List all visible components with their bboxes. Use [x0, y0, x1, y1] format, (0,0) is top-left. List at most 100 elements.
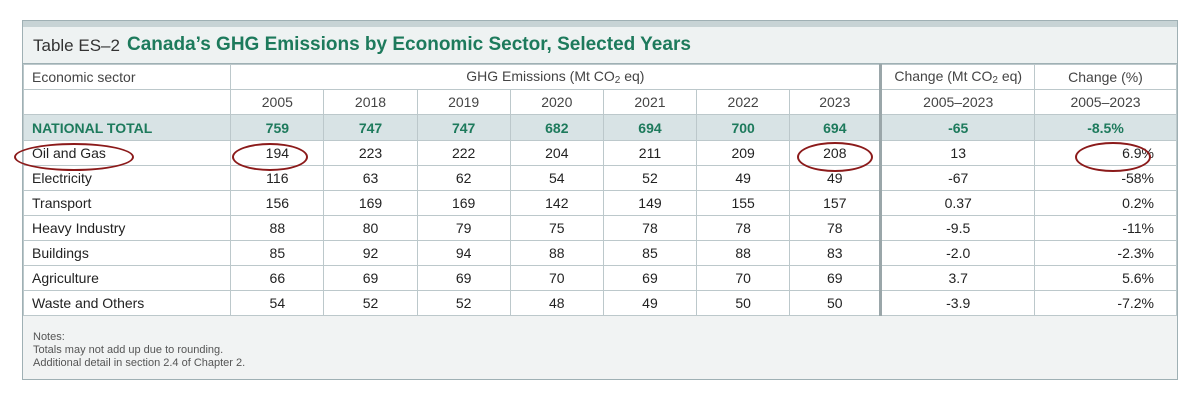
row-label: Agriculture [22, 265, 232, 291]
cell-value: 211 [602, 140, 698, 166]
cell-value: 694 [602, 114, 698, 141]
cell-value: 49 [602, 290, 698, 316]
cell-value: 48 [509, 290, 604, 316]
title-bar: Table ES–2 Canada’s GHG Emissions by Eco… [23, 27, 1177, 64]
table-row: Electricity 116 63 62 54 52 49 49 -67 -5… [22, 165, 1177, 191]
cell-value: 54 [509, 165, 604, 191]
row-label: Waste and Others [22, 290, 232, 316]
table-row: Buildings 85 92 94 88 85 88 83 -2.0 -2.3… [22, 240, 1177, 266]
cell-value: 222 [416, 140, 511, 166]
header-emissions: GHG Emissions (Mt CO2 eq) [230, 64, 882, 90]
highlight-ellipse-2005-value [232, 143, 308, 171]
cell-value: 92 [323, 240, 418, 266]
cell-value: 209 [696, 140, 791, 166]
table-row: Transport 156 169 169 142 149 155 157 0.… [22, 190, 1177, 216]
cell-value: 747 [416, 114, 511, 141]
cell-value: 142 [509, 190, 604, 216]
cell-value: 66 [230, 265, 325, 291]
cell-value: 78 [789, 215, 882, 241]
header-sector-blank [22, 89, 232, 115]
cell-value: 149 [602, 190, 698, 216]
cell-value: 759 [230, 114, 325, 141]
cell-value: 747 [323, 114, 418, 141]
table-row: Waste and Others 54 52 52 48 49 50 50 -3… [22, 290, 1177, 316]
cell-value: 156 [230, 190, 325, 216]
cell-change-mt: 13 [879, 140, 1035, 166]
cell-value: 85 [230, 240, 325, 266]
cell-value: 69 [789, 265, 882, 291]
row-label: NATIONAL TOTAL [22, 114, 232, 141]
header-year: 2005 [230, 89, 325, 115]
cell-value: 169 [416, 190, 511, 216]
cell-value: 52 [323, 290, 418, 316]
header-change-mt: Change (Mt CO2 eq) [879, 64, 1035, 90]
table-row: Heavy Industry 88 80 79 75 78 78 78 -9.5… [22, 215, 1177, 241]
header-change-mt-prefix: Change (Mt CO [894, 68, 993, 84]
header-change-pct: Change (%) [1034, 64, 1177, 90]
cell-value: 69 [602, 265, 698, 291]
table-row: Oil and Gas 194 223 222 204 211 209 208 … [22, 140, 1177, 166]
highlight-ellipse-oil-and-gas-label [14, 143, 134, 171]
cell-change-pct: -2.3% [1034, 240, 1177, 266]
cell-value: 52 [602, 165, 698, 191]
cell-value: 94 [416, 240, 511, 266]
header-year: 2021 [602, 89, 698, 115]
cell-value: 79 [416, 215, 511, 241]
cell-value: 50 [789, 290, 882, 316]
header-change-mt-sub: 2 [992, 75, 998, 86]
header-sector: Economic sector [22, 64, 232, 90]
table-frame: Table ES–2 Canada’s GHG Emissions by Eco… [22, 20, 1178, 380]
cell-value: 54 [230, 290, 325, 316]
top-accent-bar [23, 21, 1177, 27]
cell-value: 78 [696, 215, 791, 241]
cell-value: 69 [416, 265, 511, 291]
cell-change-pct: -8.5% [1034, 114, 1177, 141]
notes-line: Totals may not add up due to rounding. [33, 344, 224, 356]
cell-value: 88 [230, 215, 325, 241]
header-emissions-sub: 2 [614, 75, 621, 86]
cell-value: 88 [696, 240, 791, 266]
cell-change-mt: -67 [879, 165, 1035, 191]
emissions-table: Economic sector GHG Emissions (Mt CO2 eq… [22, 64, 1177, 316]
cell-value: 169 [323, 190, 418, 216]
cell-change-mt: -3.9 [879, 290, 1035, 316]
cell-value: 700 [696, 114, 791, 141]
cell-value: 70 [509, 265, 604, 291]
header-row-2: 2005 2018 2019 2020 2021 2022 2023 2005–… [22, 89, 1177, 115]
header-year: 2023 [789, 89, 882, 115]
header-change-period: 2005–2023 [1034, 89, 1177, 115]
cell-change-mt: -9.5 [879, 215, 1035, 241]
cell-value: 85 [602, 240, 698, 266]
cell-value: 223 [323, 140, 418, 166]
cell-change-pct: -11% [1034, 215, 1177, 241]
highlight-ellipse-change-pct [1075, 142, 1151, 172]
table-row: Agriculture 66 69 69 70 69 70 69 3.7 5.6… [22, 265, 1177, 291]
header-year: 2022 [696, 89, 791, 115]
cell-value: 62 [416, 165, 511, 191]
header-emissions-suffix: eq) [620, 68, 645, 84]
table-label: Table ES–2 [33, 36, 120, 55]
cell-value: 204 [509, 140, 604, 166]
cell-value: 83 [789, 240, 882, 266]
header-year: 2019 [416, 89, 511, 115]
header-change-period: 2005–2023 [879, 89, 1035, 115]
cell-value: 63 [323, 165, 418, 191]
header-year: 2018 [323, 89, 418, 115]
cell-value: 80 [323, 215, 418, 241]
header-emissions-prefix: GHG Emissions (Mt CO [466, 68, 615, 84]
cell-change-mt: -65 [879, 114, 1035, 141]
cell-change-pct: 0.2% [1034, 190, 1177, 216]
cell-value: 155 [696, 190, 791, 216]
row-label: Heavy Industry [22, 215, 232, 241]
row-label: Transport [22, 190, 232, 216]
cell-value: 70 [696, 265, 791, 291]
cell-change-mt: -2.0 [879, 240, 1035, 266]
highlight-ellipse-2023-value [797, 142, 873, 172]
cell-value: 52 [416, 290, 511, 316]
cell-change-pct: -7.2% [1034, 290, 1177, 316]
cell-change-mt: 0.37 [879, 190, 1035, 216]
cell-value: 88 [509, 240, 604, 266]
cell-value: 694 [789, 114, 882, 141]
table-title: Canada’s GHG Emissions by Economic Secto… [127, 34, 691, 55]
cell-value: 75 [509, 215, 604, 241]
